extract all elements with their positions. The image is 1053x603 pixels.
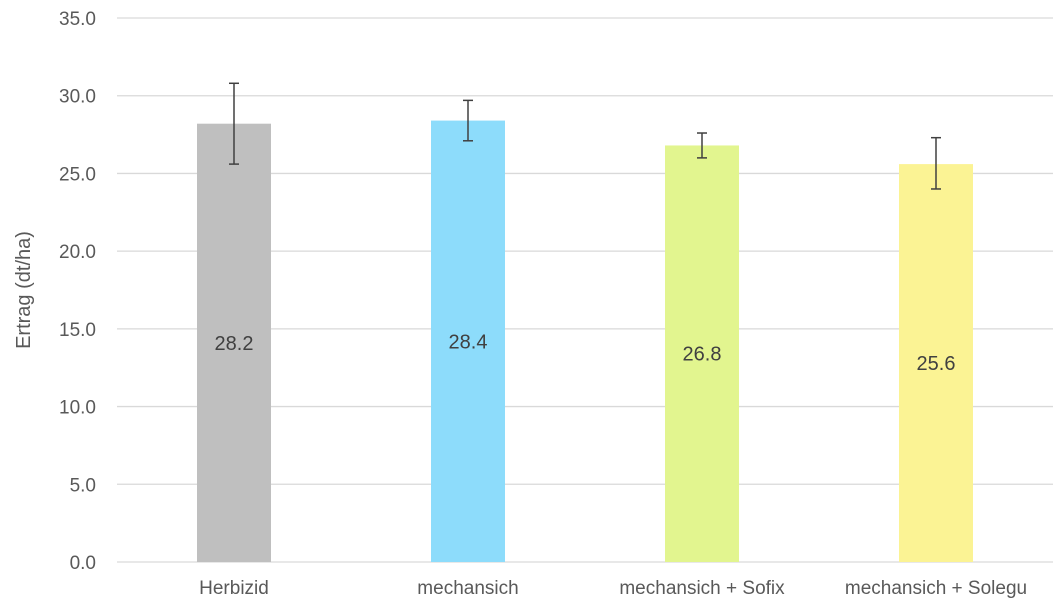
x-tick-label: mechansich xyxy=(417,578,518,599)
x-axis-ticks: Herbizid mechansich mechansich + Sofix mech… xyxy=(199,578,1027,599)
data-label: 28.4 xyxy=(449,331,488,353)
y-tick-label: 20.0 xyxy=(59,242,96,263)
x-tick-label: mechansich + Sofix xyxy=(619,578,785,599)
data-label: 28.2 xyxy=(215,333,254,355)
gridlines xyxy=(117,17,1053,563)
y-tick-label: 15.0 xyxy=(59,320,96,341)
y-tick-label: 0.0 xyxy=(70,553,96,574)
bars xyxy=(197,120,973,563)
y-tick-label: 30.0 xyxy=(59,87,96,108)
y-axis-ticks: 0.0 5.0 10.0 15.0 20.0 25.0 30.0 35.0 xyxy=(59,9,96,574)
x-tick-label: Herbizid xyxy=(199,578,269,599)
bar xyxy=(665,145,739,563)
bar xyxy=(431,120,505,562)
data-label: 25.6 xyxy=(917,353,956,375)
y-tick-label: 25.0 xyxy=(59,164,96,185)
error-bars xyxy=(229,82,941,190)
y-axis-label: Ertrag (dt/ha) xyxy=(13,231,35,349)
data-labels: 28.2 28.4 26.8 25.6 xyxy=(215,331,956,375)
x-tick-label: mechansich + Solegu xyxy=(845,578,1027,599)
y-tick-label: 10.0 xyxy=(59,398,96,419)
bar xyxy=(197,123,271,562)
bar xyxy=(899,164,973,563)
y-tick-label: 35.0 xyxy=(59,9,96,30)
data-label: 26.8 xyxy=(683,344,722,366)
y-tick-label: 5.0 xyxy=(70,475,96,496)
